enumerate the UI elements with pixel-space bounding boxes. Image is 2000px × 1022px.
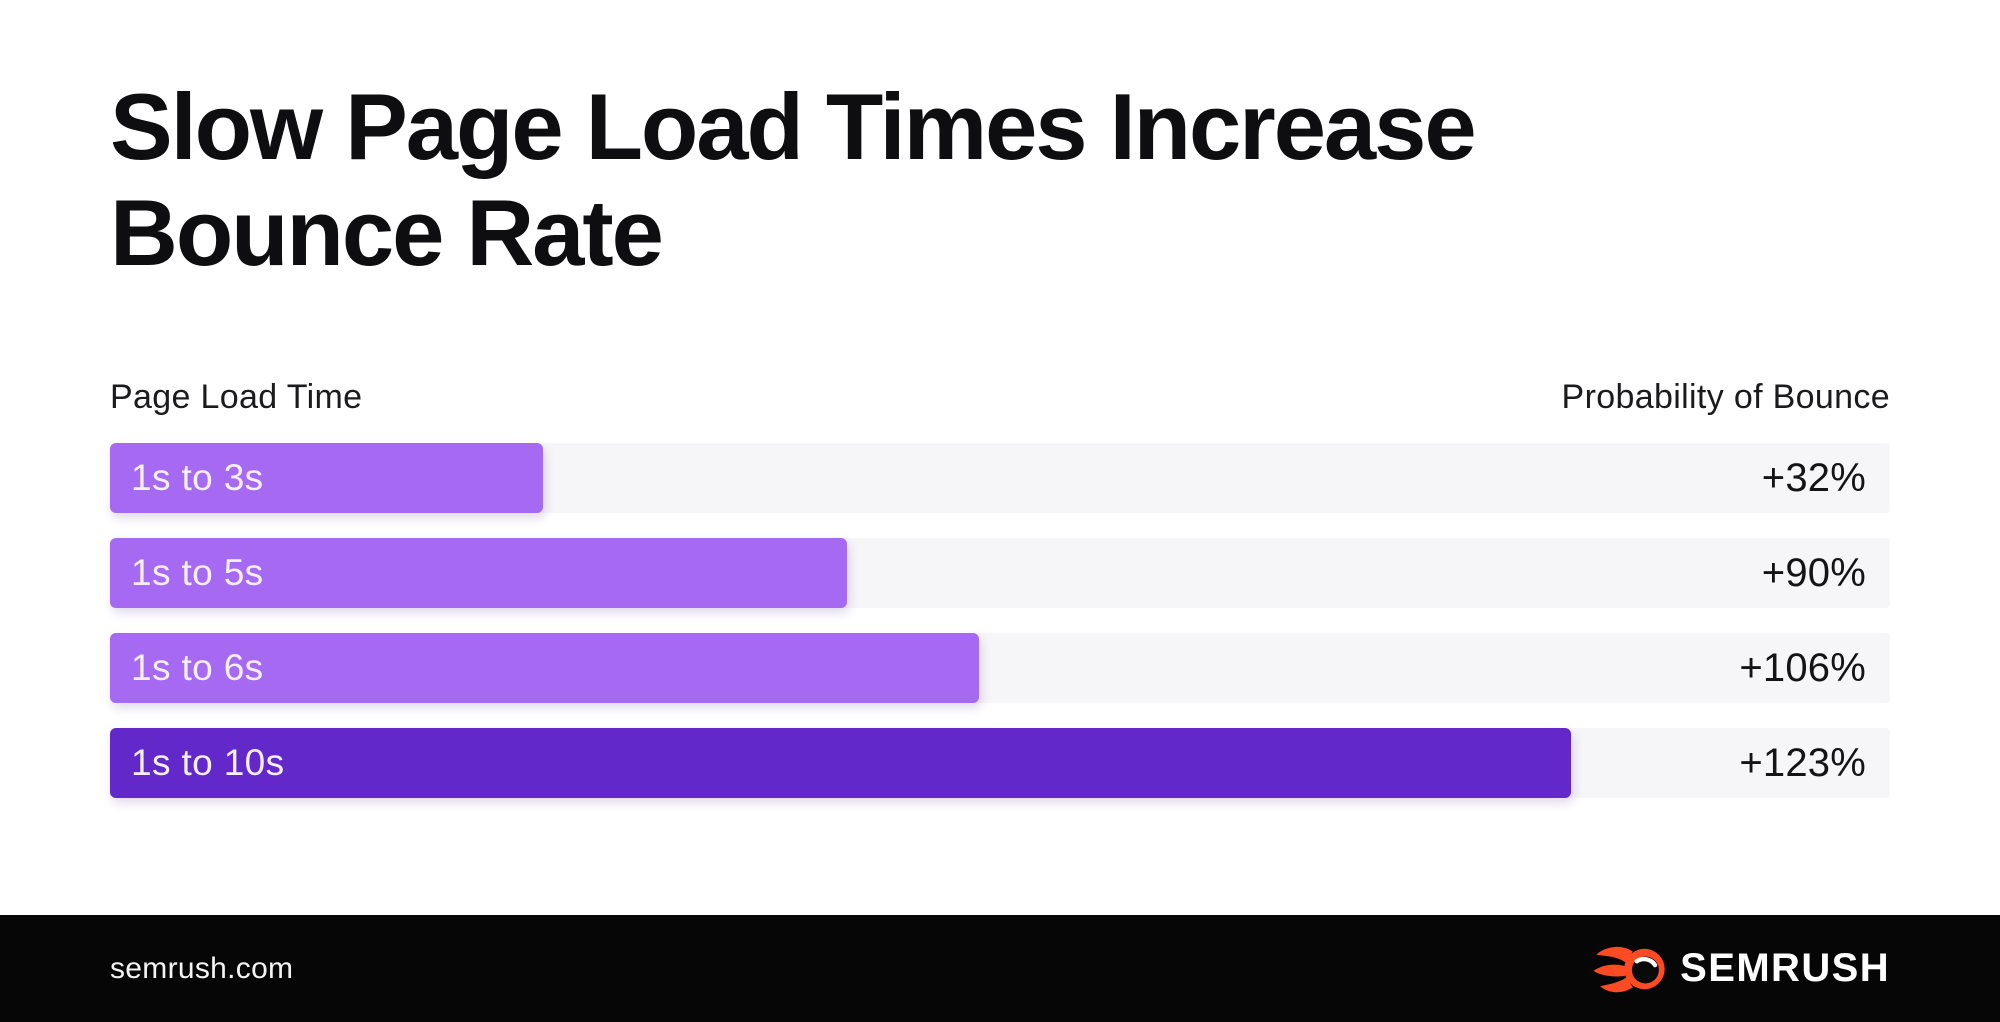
bar-fill: 1s to 6s (110, 633, 979, 704)
bar-category-label: 1s to 10s (131, 742, 285, 784)
bar-rows: 1s to 3s +32% 1s to 5s +90% 1s to 6s +10… (110, 443, 1890, 799)
semrush-flame-icon (1593, 943, 1667, 995)
bar-track: 1s to 5s +90% (110, 538, 1890, 609)
page-title-line1: Slow Page Load Times Increase (110, 74, 1477, 179)
bounce-probability-label: Probability of Bounce (1561, 378, 1890, 417)
bar-track: 1s to 10s +123% (110, 728, 1890, 799)
bar-track: 1s to 6s +106% (110, 633, 1890, 704)
footer: semrush.com SEMRUSH (0, 915, 2000, 1022)
bar-fill: 1s to 5s (110, 538, 847, 609)
semrush-logo: SEMRUSH (1593, 943, 1890, 995)
bar-value-label: +90% (1761, 550, 1866, 595)
bar-track: 1s to 3s +32% (110, 443, 1890, 514)
bar-category-label: 1s to 5s (131, 552, 264, 594)
page-title: Slow Page Load Times Increase Bounce Rat… (110, 74, 1890, 286)
semrush-wordmark: SEMRUSH (1680, 946, 1890, 990)
bar-category-label: 1s to 6s (131, 647, 264, 689)
bar-value-label: +123% (1739, 740, 1866, 785)
bar-value-label: +106% (1739, 645, 1866, 690)
bar-fill: 1s to 3s (110, 443, 543, 514)
chart-area: Slow Page Load Times Increase Bounce Rat… (110, 74, 1890, 799)
axis-labels-row: Page Load Time Probability of Bounce (110, 378, 1890, 417)
bar-category-label: 1s to 3s (131, 457, 264, 499)
page-title-line2: Bounce Rate (110, 180, 664, 286)
bar-fill: 1s to 10s (110, 728, 1572, 799)
website-url: semrush.com (110, 951, 294, 985)
page-load-time-label: Page Load Time (110, 378, 363, 417)
bar-value-label: +32% (1761, 455, 1866, 500)
